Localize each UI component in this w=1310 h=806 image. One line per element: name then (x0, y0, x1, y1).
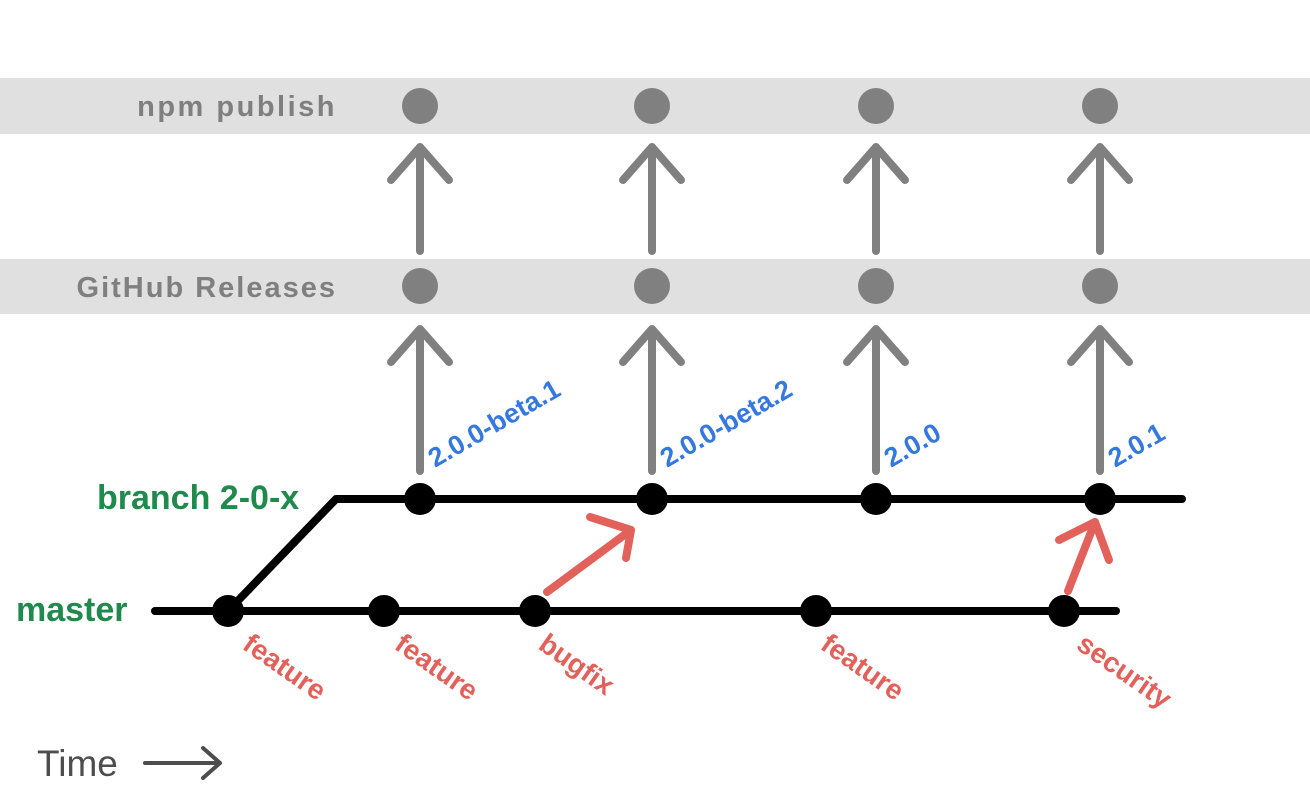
svg-text:security: security (1072, 628, 1178, 715)
svg-text:2.0.0-beta.2: 2.0.0-beta.2 (655, 374, 797, 474)
svg-text:feature: feature (238, 628, 332, 707)
svg-text:Time: Time (37, 743, 118, 784)
svg-text:2.0.0-beta.1: 2.0.0-beta.1 (423, 374, 565, 474)
svg-text:2.0.0: 2.0.0 (879, 417, 946, 473)
svg-text:branch 2-0-x: branch 2-0-x (97, 479, 299, 517)
svg-text:npm publish: npm publish (137, 91, 337, 123)
svg-text:GitHub Releases: GitHub Releases (77, 272, 337, 304)
svg-text:bugfix: bugfix (534, 628, 621, 702)
svg-text:feature: feature (816, 628, 910, 707)
svg-text:2.0.1: 2.0.1 (1103, 417, 1170, 473)
svg-text:feature: feature (390, 628, 484, 707)
svg-text:master: master (16, 591, 128, 629)
